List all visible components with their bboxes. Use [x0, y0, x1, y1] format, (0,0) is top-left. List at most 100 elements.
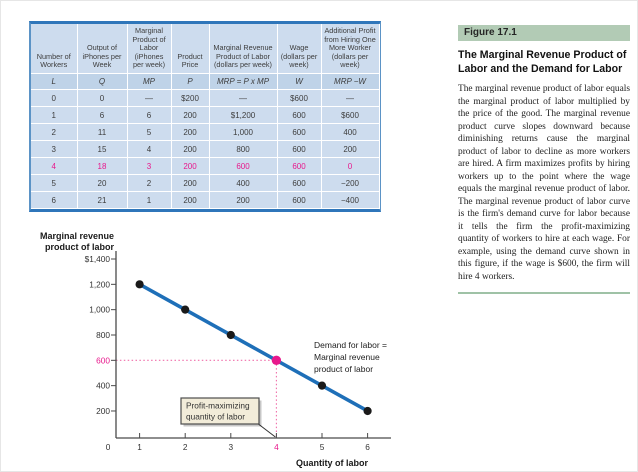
table-cell: 5 — [31, 174, 78, 193]
table-cell: 5 — [127, 123, 172, 142]
table-cell: 600 — [209, 157, 278, 176]
table-cell: 21 — [77, 191, 128, 210]
table-cell: 3 — [127, 157, 172, 176]
table-cell: $1,200 — [209, 106, 278, 125]
table-cell: 0 — [77, 89, 128, 108]
data-point — [317, 381, 327, 390]
caption-divider — [458, 292, 630, 295]
table-cell: — — [321, 89, 380, 108]
table-cell: 20 — [77, 174, 128, 193]
table-cell: 600 — [277, 174, 322, 193]
column-symbol: MRP = P x MP — [209, 73, 278, 91]
data-point — [181, 305, 190, 314]
table-cell: 400 — [321, 123, 380, 142]
table-cell: 1,000 — [209, 123, 278, 142]
table-cell: 200 — [171, 191, 210, 210]
column-symbol: W — [277, 73, 322, 91]
origin-label: 0 — [106, 442, 111, 452]
table-cell: 200 — [321, 140, 380, 159]
demand-curve-line — [137, 282, 370, 413]
table-cell: 200 — [171, 123, 210, 142]
mrp-table: Number of Workers Output of iPhones per W… — [31, 24, 380, 210]
table-row: 2 11 5 200 1,000 600 400 — [31, 123, 380, 142]
table-row: 0 0— $200— $600— — [31, 89, 380, 108]
table-header-row: Number of Workers Output of iPhones per W… — [31, 24, 380, 75]
table-cell: $200 — [171, 89, 210, 108]
y-tick-label: 800 — [96, 330, 110, 340]
demand-curve-label: Marginal revenue — [314, 352, 380, 362]
demand-curve-label: product of labor — [314, 364, 373, 374]
table-cell: $600 — [277, 89, 322, 108]
table-cell: 3 — [31, 140, 78, 159]
column-symbol: P — [171, 73, 210, 91]
chart-canvas: $1,400 1,200 1,000 800 600 400 200 1 2 3 4 5 6 0 Margi… — [40, 231, 391, 468]
table-cell: 0 — [31, 89, 78, 108]
table-row: 3 15 4 200 800 600 200 — [31, 140, 380, 159]
demand-curve-label: Demand for labor = — [314, 340, 387, 350]
table-cell: 4 — [127, 140, 172, 159]
column-symbol: L — [31, 73, 78, 91]
table-cell: 600 — [277, 191, 322, 210]
table-cell: 600 — [277, 157, 322, 176]
data-point — [135, 280, 144, 289]
figure-number-badge: Figure 17.1 — [458, 25, 630, 41]
data-point — [363, 406, 372, 416]
table-cell: 2 — [31, 123, 78, 142]
y-tick-label: 400 — [96, 381, 110, 391]
y-axis-title: product of labor — [45, 242, 114, 252]
table-cell: 6 — [31, 191, 78, 210]
column-header: Additional Profit from Hiring One More W… — [321, 24, 380, 75]
y-tick-label: $1,400 — [85, 254, 111, 264]
table-cell: 200 — [171, 106, 210, 125]
x-tick-label: 5 — [320, 442, 325, 452]
table-cell: 0 — [321, 157, 380, 176]
table-cell: 6 — [77, 106, 128, 125]
x-tick-label: 3 — [228, 442, 233, 452]
column-symbol: MP — [127, 73, 172, 91]
table-row: 1 6 6 200 $1,200 600 $600 — [31, 106, 380, 125]
y-tick-label: 1,000 — [89, 305, 110, 315]
table-cell: 1 — [31, 106, 78, 125]
callout-box — [180, 397, 260, 425]
column-header: Product Price — [171, 24, 210, 75]
table-symbol-row: L Q MP P MRP = P x MP W MRP −W — [31, 73, 380, 91]
column-header: Marginal Product of Labor (iPhones per w… — [127, 24, 172, 75]
column-symbol: MRP −W — [321, 73, 380, 91]
table-cell: — — [209, 89, 278, 108]
mrp-table-frame: Number of Workers Output of iPhones per W… — [29, 21, 381, 213]
y-tick-label: 200 — [96, 406, 110, 416]
table-cell: 200 — [209, 191, 278, 210]
table-cell: −200 — [321, 174, 380, 193]
x-axis-title: Quantity of labor — [296, 458, 368, 468]
x-tick-label: 6 — [365, 442, 370, 452]
callout-pointer-line — [256, 422, 276, 438]
table-row: 6 21 1 200 200 600 −400 — [31, 191, 380, 210]
data-point — [226, 330, 235, 340]
figure-caption-panel: Figure 17.1 The Marginal Revenue Product… — [458, 25, 630, 295]
callout-text: Profit-maximizing — [186, 401, 250, 411]
x-tick-label: 2 — [183, 442, 188, 452]
callout-text: quantity of labor — [186, 412, 245, 422]
table-row-highlighted: 4 18 3 200 600 600 0 — [31, 157, 380, 176]
table-cell: 4 — [31, 157, 78, 176]
y-tick-label: 1,200 — [89, 279, 110, 289]
x-tick-label: 4 — [274, 442, 279, 452]
figure-caption-text: The marginal revenue product of labor eq… — [458, 84, 630, 282]
table-cell: $600 — [321, 106, 380, 125]
table-cell: 1 — [127, 191, 172, 210]
table-cell: 400 — [209, 174, 278, 193]
y-tick-label: 600 — [96, 355, 110, 365]
column-header: Wage (dollars per week) — [277, 24, 322, 75]
table-cell: 2 — [127, 174, 172, 193]
column-header: Marginal Revenue Product of Labor (dolla… — [209, 24, 278, 75]
table-cell: 11 — [77, 123, 128, 142]
figure-title: The Marginal Revenue Product of Labor an… — [458, 49, 627, 75]
table-cell: 18 — [77, 157, 128, 176]
table-cell: 600 — [277, 123, 322, 142]
table-cell: 200 — [171, 174, 210, 193]
x-tick-label: 1 — [137, 442, 142, 452]
table-cell: 200 — [171, 157, 210, 176]
table-cell: — — [127, 89, 172, 108]
table-cell: 15 — [77, 140, 128, 159]
